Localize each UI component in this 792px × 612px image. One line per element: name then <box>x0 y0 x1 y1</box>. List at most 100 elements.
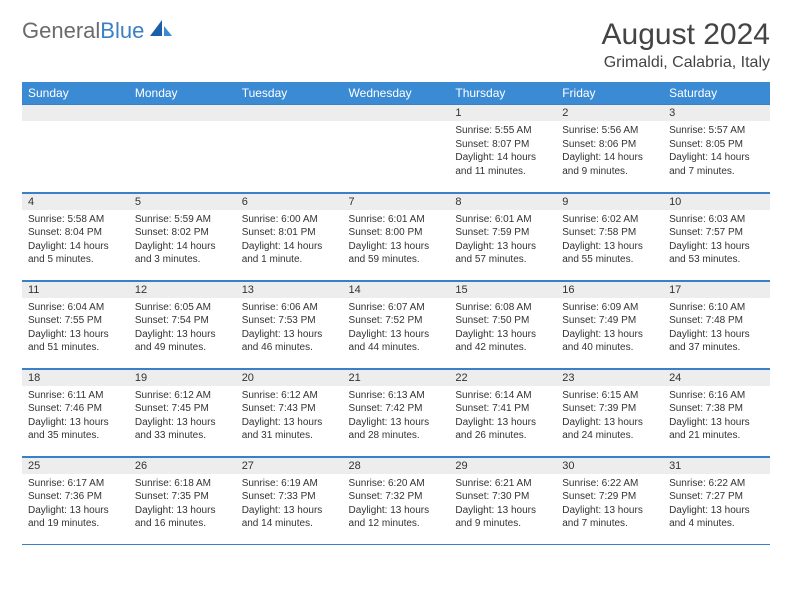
daylight-line: Daylight: 13 hours and 24 minutes. <box>562 416 657 443</box>
day-details: Sunrise: 6:12 AMSunset: 7:43 PMDaylight:… <box>236 386 343 447</box>
day-details: Sunrise: 6:17 AMSunset: 7:36 PMDaylight:… <box>22 474 129 535</box>
sunrise-line: Sunrise: 6:18 AM <box>135 477 230 491</box>
sunset-line: Sunset: 7:32 PM <box>349 490 444 504</box>
daylight-line: Daylight: 13 hours and 59 minutes. <box>349 240 444 267</box>
day-number: 16 <box>556 281 663 298</box>
sunrise-line: Sunrise: 6:07 AM <box>349 301 444 315</box>
title-block: August 2024 Grimaldi, Calabria, Italy <box>602 18 770 72</box>
day-number: 2 <box>556 104 663 121</box>
day-number: 28 <box>343 457 450 474</box>
sunrise-line: Sunrise: 6:09 AM <box>562 301 657 315</box>
sunrise-line: Sunrise: 6:22 AM <box>562 477 657 491</box>
sunrise-line: Sunrise: 5:58 AM <box>28 213 123 227</box>
day-number: 9 <box>556 193 663 210</box>
sunrise-line: Sunrise: 6:16 AM <box>669 389 764 403</box>
daylight-line: Daylight: 13 hours and 35 minutes. <box>28 416 123 443</box>
calendar-cell: 5Sunrise: 5:59 AMSunset: 8:02 PMDaylight… <box>129 192 236 280</box>
daylight-line: Daylight: 13 hours and 53 minutes. <box>669 240 764 267</box>
day-details: Sunrise: 6:18 AMSunset: 7:35 PMDaylight:… <box>129 474 236 535</box>
calendar-cell: 17Sunrise: 6:10 AMSunset: 7:48 PMDayligh… <box>663 280 770 368</box>
day-number: 4 <box>22 193 129 210</box>
day-details: Sunrise: 5:59 AMSunset: 8:02 PMDaylight:… <box>129 210 236 271</box>
calendar-table: SundayMondayTuesdayWednesdayThursdayFrid… <box>22 82 770 545</box>
day-details: Sunrise: 6:01 AMSunset: 8:00 PMDaylight:… <box>343 210 450 271</box>
weekday-header: Sunday <box>22 82 129 104</box>
daylight-line: Daylight: 13 hours and 42 minutes. <box>455 328 550 355</box>
sunset-line: Sunset: 7:30 PM <box>455 490 550 504</box>
day-details: Sunrise: 6:06 AMSunset: 7:53 PMDaylight:… <box>236 298 343 359</box>
day-number: 13 <box>236 281 343 298</box>
sunset-line: Sunset: 8:06 PM <box>562 138 657 152</box>
daylight-line: Daylight: 14 hours and 9 minutes. <box>562 151 657 178</box>
day-number: 17 <box>663 281 770 298</box>
daylight-line: Daylight: 13 hours and 16 minutes. <box>135 504 230 531</box>
day-number: 11 <box>22 281 129 298</box>
day-number: 31 <box>663 457 770 474</box>
day-details: Sunrise: 6:19 AMSunset: 7:33 PMDaylight:… <box>236 474 343 535</box>
location-subtitle: Grimaldi, Calabria, Italy <box>602 54 770 72</box>
calendar-cell: 21Sunrise: 6:13 AMSunset: 7:42 PMDayligh… <box>343 368 450 456</box>
calendar-cell: 11Sunrise: 6:04 AMSunset: 7:55 PMDayligh… <box>22 280 129 368</box>
day-number: 24 <box>663 369 770 386</box>
day-number: 6 <box>236 193 343 210</box>
sunrise-line: Sunrise: 5:56 AM <box>562 124 657 138</box>
sunset-line: Sunset: 7:54 PM <box>135 314 230 328</box>
sunrise-line: Sunrise: 6:01 AM <box>455 213 550 227</box>
sunset-line: Sunset: 7:50 PM <box>455 314 550 328</box>
day-details: Sunrise: 6:11 AMSunset: 7:46 PMDaylight:… <box>22 386 129 447</box>
daylight-line: Daylight: 14 hours and 1 minute. <box>242 240 337 267</box>
day-details: Sunrise: 6:13 AMSunset: 7:42 PMDaylight:… <box>343 386 450 447</box>
day-number: 22 <box>449 369 556 386</box>
empty-daynum <box>343 104 450 121</box>
weekday-header: Tuesday <box>236 82 343 104</box>
day-details: Sunrise: 6:04 AMSunset: 7:55 PMDaylight:… <box>22 298 129 359</box>
daylight-line: Daylight: 13 hours and 44 minutes. <box>349 328 444 355</box>
calendar-cell: 9Sunrise: 6:02 AMSunset: 7:58 PMDaylight… <box>556 192 663 280</box>
calendar-cell: 13Sunrise: 6:06 AMSunset: 7:53 PMDayligh… <box>236 280 343 368</box>
day-number: 15 <box>449 281 556 298</box>
day-details: Sunrise: 5:57 AMSunset: 8:05 PMDaylight:… <box>663 121 770 182</box>
sunset-line: Sunset: 7:53 PM <box>242 314 337 328</box>
sunset-line: Sunset: 7:49 PM <box>562 314 657 328</box>
calendar-cell: 25Sunrise: 6:17 AMSunset: 7:36 PMDayligh… <box>22 456 129 544</box>
calendar-cell: 19Sunrise: 6:12 AMSunset: 7:45 PMDayligh… <box>129 368 236 456</box>
sunset-line: Sunset: 7:38 PM <box>669 402 764 416</box>
calendar-cell <box>129 104 236 192</box>
daylight-line: Daylight: 13 hours and 9 minutes. <box>455 504 550 531</box>
sunset-line: Sunset: 8:05 PM <box>669 138 764 152</box>
month-title: August 2024 <box>602 18 770 52</box>
day-details: Sunrise: 6:10 AMSunset: 7:48 PMDaylight:… <box>663 298 770 359</box>
calendar-row: 18Sunrise: 6:11 AMSunset: 7:46 PMDayligh… <box>22 368 770 456</box>
calendar-cell: 18Sunrise: 6:11 AMSunset: 7:46 PMDayligh… <box>22 368 129 456</box>
logo-sail-icon <box>148 18 174 44</box>
day-details: Sunrise: 6:21 AMSunset: 7:30 PMDaylight:… <box>449 474 556 535</box>
sunrise-line: Sunrise: 6:12 AM <box>242 389 337 403</box>
logo: GeneralBlue <box>22 18 174 44</box>
daylight-line: Daylight: 13 hours and 46 minutes. <box>242 328 337 355</box>
daylight-line: Daylight: 13 hours and 33 minutes. <box>135 416 230 443</box>
sunset-line: Sunset: 8:04 PM <box>28 226 123 240</box>
empty-daynum <box>22 104 129 121</box>
sunrise-line: Sunrise: 6:10 AM <box>669 301 764 315</box>
logo-text-blue: Blue <box>100 18 144 44</box>
calendar-cell: 14Sunrise: 6:07 AMSunset: 7:52 PMDayligh… <box>343 280 450 368</box>
day-details: Sunrise: 6:16 AMSunset: 7:38 PMDaylight:… <box>663 386 770 447</box>
day-number: 19 <box>129 369 236 386</box>
sunset-line: Sunset: 7:39 PM <box>562 402 657 416</box>
day-details: Sunrise: 6:14 AMSunset: 7:41 PMDaylight:… <box>449 386 556 447</box>
sunrise-line: Sunrise: 5:55 AM <box>455 124 550 138</box>
calendar-cell: 6Sunrise: 6:00 AMSunset: 8:01 PMDaylight… <box>236 192 343 280</box>
calendar-cell: 22Sunrise: 6:14 AMSunset: 7:41 PMDayligh… <box>449 368 556 456</box>
sunset-line: Sunset: 7:29 PM <box>562 490 657 504</box>
day-number: 26 <box>129 457 236 474</box>
daylight-line: Daylight: 13 hours and 26 minutes. <box>455 416 550 443</box>
day-number: 23 <box>556 369 663 386</box>
empty-daynum <box>129 104 236 121</box>
daylight-line: Daylight: 13 hours and 14 minutes. <box>242 504 337 531</box>
day-details: Sunrise: 5:55 AMSunset: 8:07 PMDaylight:… <box>449 121 556 182</box>
sunrise-line: Sunrise: 6:20 AM <box>349 477 444 491</box>
calendar-cell: 1Sunrise: 5:55 AMSunset: 8:07 PMDaylight… <box>449 104 556 192</box>
sunrise-line: Sunrise: 5:59 AM <box>135 213 230 227</box>
sunrise-line: Sunrise: 6:04 AM <box>28 301 123 315</box>
sunrise-line: Sunrise: 6:05 AM <box>135 301 230 315</box>
